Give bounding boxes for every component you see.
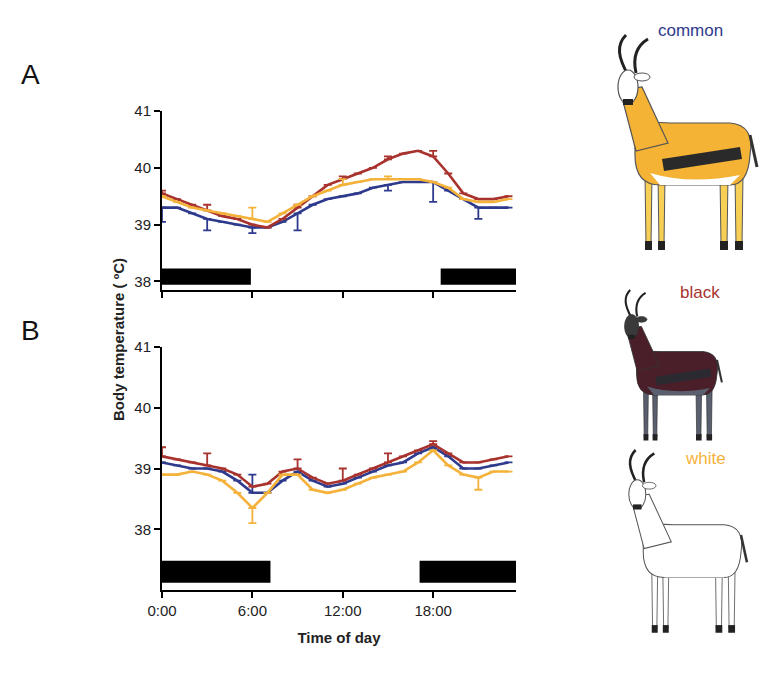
svg-text:common: common	[658, 21, 723, 40]
svg-text:38: 38	[134, 273, 151, 290]
svg-text:40: 40	[134, 159, 151, 176]
svg-text:41: 41	[134, 102, 151, 119]
svg-text:Body temperature ( ºC): Body temperature ( ºC)	[110, 258, 127, 421]
svg-text:41: 41	[134, 338, 151, 355]
svg-text:black: black	[680, 283, 720, 302]
svg-text:0:00: 0:00	[147, 602, 176, 619]
svg-text:white: white	[685, 449, 726, 468]
svg-text:39: 39	[134, 460, 151, 477]
svg-text:12:00: 12:00	[324, 602, 362, 619]
svg-text:39: 39	[134, 216, 151, 233]
svg-text:A: A	[21, 59, 40, 90]
svg-text:B: B	[21, 315, 40, 346]
svg-text:40: 40	[134, 399, 151, 416]
svg-text:Time of day: Time of day	[297, 629, 381, 646]
svg-text:38: 38	[134, 521, 151, 538]
svg-text:18:00: 18:00	[414, 602, 452, 619]
svg-text:6:00: 6:00	[238, 602, 267, 619]
